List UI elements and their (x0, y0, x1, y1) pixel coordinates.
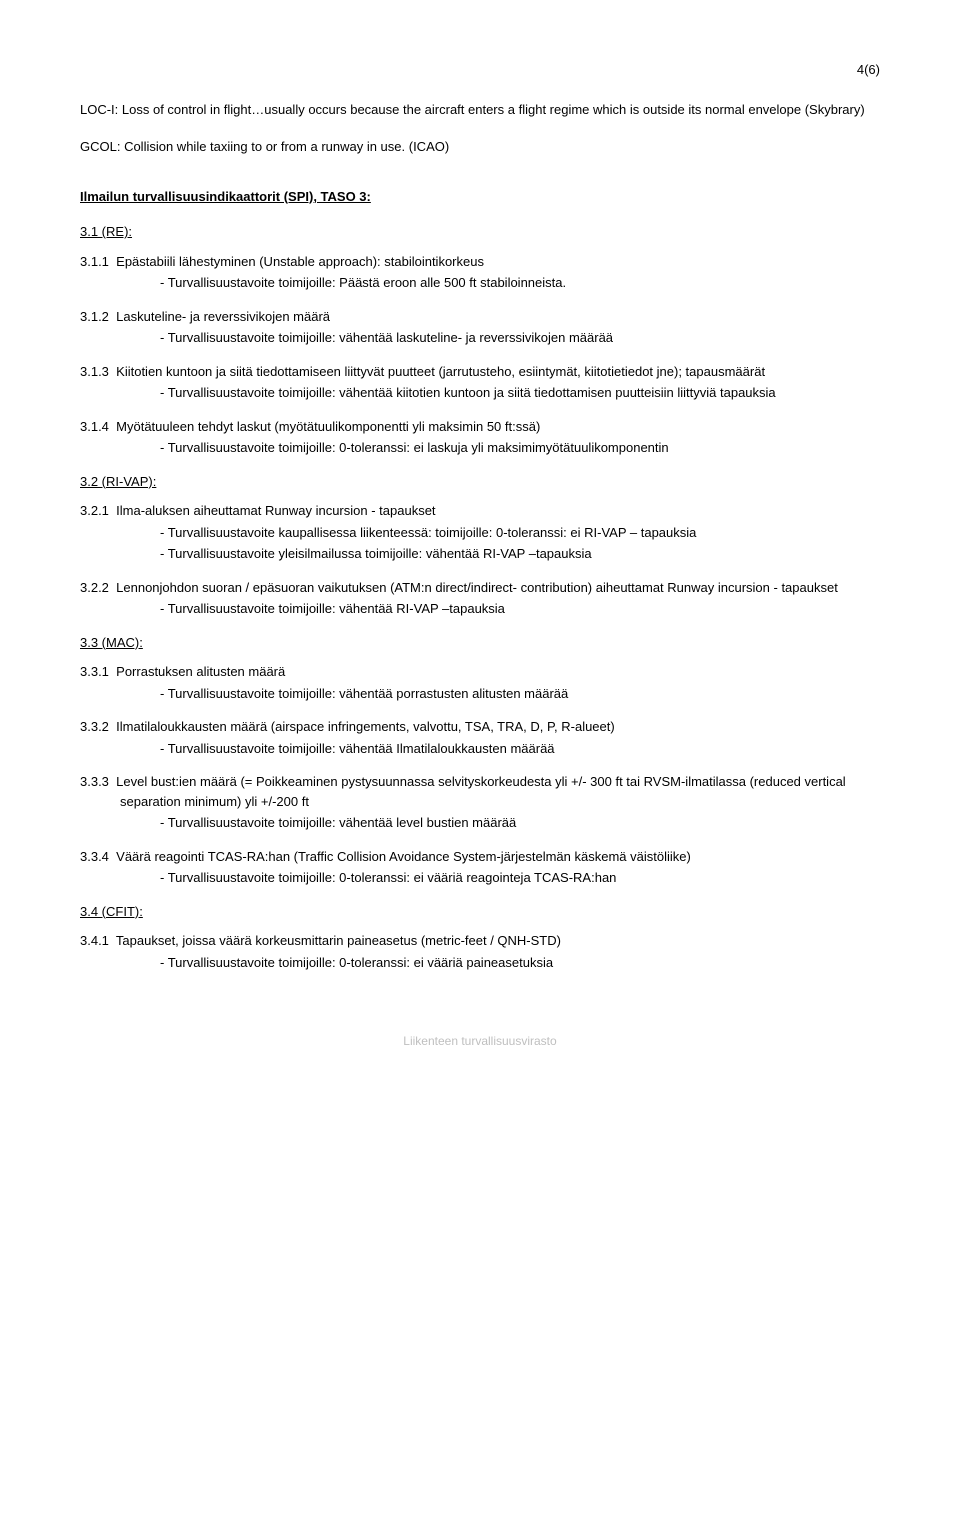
item-title: Väärä reagointi TCAS-RA:han (Traffic Col… (116, 849, 691, 864)
item-title: Kiitotien kuntoon ja siitä tiedottamisee… (116, 364, 765, 379)
group-label-31: 3.1 (RE): (80, 222, 880, 242)
item-sub: - Turvallisuustavoite toimijoille: vähen… (120, 813, 880, 833)
item-sub: - Turvallisuustavoite toimijoille: vähen… (120, 383, 880, 403)
item-sub: - Turvallisuustavoite toimijoille: 0-tol… (120, 868, 880, 888)
item-number: 3.1.4 (80, 419, 109, 434)
item-number: 3.3.1 (80, 664, 109, 679)
item-sub: - Turvallisuustavoite toimijoille: 0-tol… (120, 438, 880, 458)
item-number: 3.4.1 (80, 933, 109, 948)
item-sub: - Turvallisuustavoite kaupallisessa liik… (120, 523, 880, 543)
item-title: Epästabiili lähestyminen (Unstable appro… (116, 254, 484, 269)
item-title: Porrastuksen alitusten määrä (116, 664, 285, 679)
item-title: Ilmatilaloukkausten määrä (airspace infr… (116, 719, 615, 734)
item-311: 3.1.1 Epästabiili lähestyminen (Unstable… (80, 252, 880, 293)
item-number: 3.3.4 (80, 849, 109, 864)
item-331: 3.3.1 Porrastuksen alitusten määrä - Tur… (80, 662, 880, 703)
item-334: 3.3.4 Väärä reagointi TCAS-RA:han (Traff… (80, 847, 880, 888)
item-sub: - Turvallisuustavoite toimijoille: Pääst… (120, 273, 880, 293)
item-322: 3.2.2 Lennonjohdon suoran / epäsuoran va… (80, 578, 880, 619)
item-number: 3.3.3 (80, 774, 109, 789)
item-title: Myötätuuleen tehdyt laskut (myötätuuliko… (116, 419, 540, 434)
item-title: Laskuteline- ja reverssivikojen määrä (116, 309, 330, 324)
group-label-34: 3.4 (CFIT): (80, 902, 880, 922)
item-number: 3.1.3 (80, 364, 109, 379)
item-312: 3.1.2 Laskuteline- ja reverssivikojen mä… (80, 307, 880, 348)
item-sub: - Turvallisuustavoite toimijoille: 0-tol… (120, 953, 880, 973)
document-page: 4(6) LOC-I: Loss of control in flight…us… (0, 0, 960, 1090)
item-number: 3.2.1 (80, 503, 109, 518)
item-title: Lennonjohdon suoran / epäsuoran vaikutuk… (116, 580, 838, 595)
group-label-32: 3.2 (RI-VAP): (80, 472, 880, 492)
item-number: 3.3.2 (80, 719, 109, 734)
item-sub: - Turvallisuustavoite toimijoille: vähen… (120, 599, 880, 619)
item-341: 3.4.1 Tapaukset, joissa väärä korkeusmit… (80, 931, 880, 972)
group-label-33: 3.3 (MAC): (80, 633, 880, 653)
item-number: 3.1.1 (80, 254, 109, 269)
item-number: 3.2.2 (80, 580, 109, 595)
item-313: 3.1.3 Kiitotien kuntoon ja siitä tiedott… (80, 362, 880, 403)
item-sub: - Turvallisuustavoite toimijoille: vähen… (120, 328, 880, 348)
item-title: Tapaukset, joissa väärä korkeusmittarin … (116, 933, 561, 948)
item-314: 3.1.4 Myötätuuleen tehdyt laskut (myötät… (80, 417, 880, 458)
item-sub2: - Turvallisuustavoite yleisilmailussa to… (120, 544, 880, 564)
item-title: Level bust:ien määrä (= Poikkeaminen pys… (116, 774, 846, 809)
item-321: 3.2.1 Ilma-aluksen aiheuttamat Runway in… (80, 501, 880, 564)
item-333: 3.3.3 Level bust:ien määrä (= Poikkeamin… (80, 772, 880, 833)
page-number: 4(6) (80, 60, 880, 80)
item-title: Ilma-aluksen aiheuttamat Runway incursio… (116, 503, 435, 518)
item-332: 3.3.2 Ilmatilaloukkausten määrä (airspac… (80, 717, 880, 758)
section-heading-spi: Ilmailun turvallisuusindikaattorit (SPI)… (80, 187, 880, 207)
page-footer: Liikenteen turvallisuusvirasto (80, 1032, 880, 1050)
item-sub: - Turvallisuustavoite toimijoille: vähen… (120, 684, 880, 704)
item-sub: - Turvallisuustavoite toimijoille: vähen… (120, 739, 880, 759)
definition-loci: LOC-I: Loss of control in flight…usually… (80, 100, 880, 120)
definition-gcol: GCOL: Collision while taxiing to or from… (80, 137, 880, 157)
item-number: 3.1.2 (80, 309, 109, 324)
